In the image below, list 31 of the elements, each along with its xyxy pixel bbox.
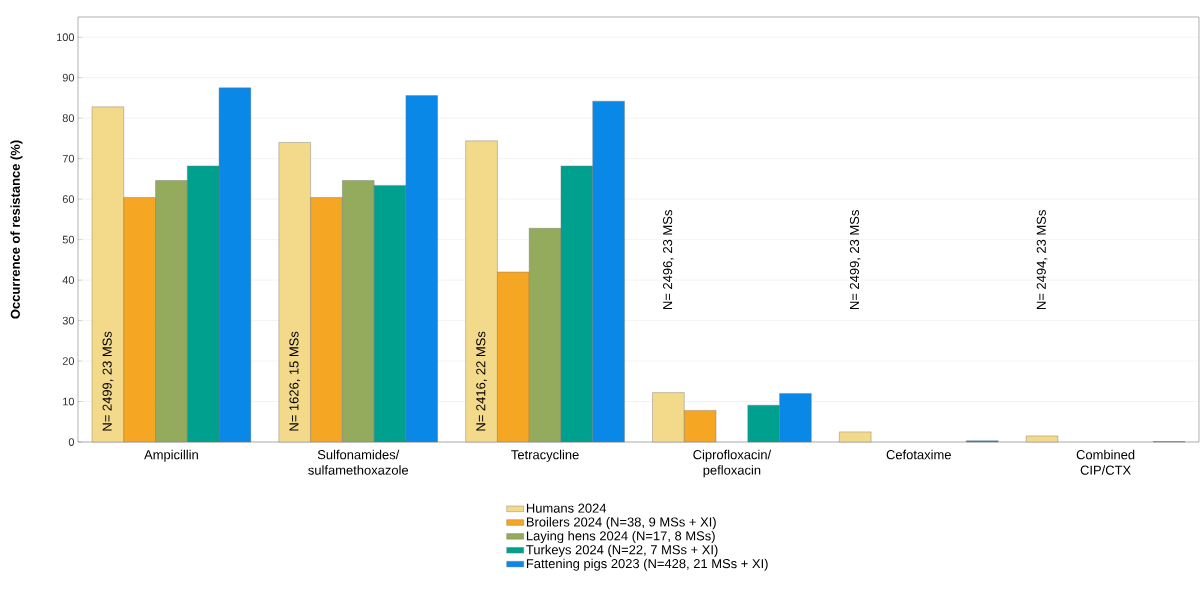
legend-label: Humans 2024 xyxy=(526,503,607,513)
y-tick-label: 40 xyxy=(62,276,75,284)
y-tick-label: 60 xyxy=(62,195,75,204)
y-tick-label: 70 xyxy=(62,154,75,163)
y-tick-label: 90 xyxy=(62,73,75,82)
y-tick-label: 100 xyxy=(57,33,75,42)
annotation: N= 2416, 22 MSs xyxy=(476,331,487,431)
y-tick-label: 80 xyxy=(62,114,75,123)
y-axis-title: Occurrence of resistance (%) xyxy=(10,140,23,319)
y-tick-label: 10 xyxy=(63,397,75,406)
y-tick-label: 50 xyxy=(62,235,75,244)
annotation: N= 1626, 15 MSs xyxy=(289,331,301,431)
legend-label: Laying hens 2024 (N=17, 8 MSs) xyxy=(526,530,715,544)
annotation: N= 2496, 23 MSs xyxy=(663,210,674,309)
bar xyxy=(839,431,872,443)
x-tick-label: Tetracycline xyxy=(511,449,579,462)
x-tick-label: Sulfonamides/ sulfamethoxazole xyxy=(308,449,409,475)
y-tick-label: 0 xyxy=(68,438,75,446)
x-tick-label: Cefotaxime xyxy=(886,449,951,460)
legend-label: Turkeys 2024 (N=22, 7 MSs + XI) xyxy=(526,544,718,557)
x-tick-label: Ciprofloxacin/ pefloxacin xyxy=(693,449,772,478)
annotation: N= 2494, 23 MSs xyxy=(1036,210,1048,309)
annotation: N= 2499, 23 MSs xyxy=(102,331,114,431)
annotation: N= 2499, 23 MSs xyxy=(849,210,861,309)
y-tick-label: 20 xyxy=(62,357,75,365)
legend-label: Broilers 2024 (N=38, 9 MSs + XI) xyxy=(526,517,716,530)
legend-label: Fattening pigs 2023 (N=428, 21 MSs + XI) xyxy=(526,558,768,571)
bar xyxy=(1025,435,1059,443)
x-tick-label: Combined CIP/CTX xyxy=(1076,449,1135,475)
x-tick-label: Ampicillin xyxy=(144,449,198,462)
y-tick-label: 30 xyxy=(62,316,75,325)
